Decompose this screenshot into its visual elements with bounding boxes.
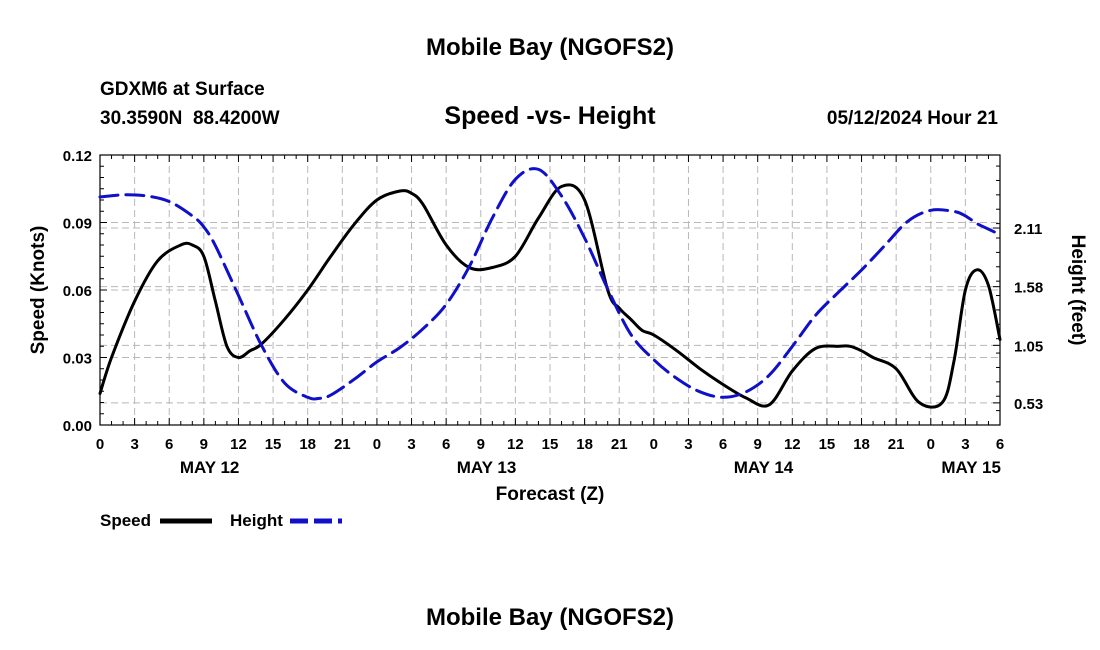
station-label: GDXM6 at Surface: [100, 79, 265, 100]
y-left-tick-label: 0.00: [63, 418, 92, 435]
date-label: MAY 13: [457, 458, 517, 477]
x-tick-label: 6: [719, 436, 727, 453]
x-tick-label: 0: [650, 436, 658, 453]
x-tick-label: 9: [754, 436, 762, 453]
x-tick-label: 9: [477, 436, 485, 453]
legend: Speed Height: [100, 511, 342, 530]
x-tick-label: 21: [888, 436, 905, 453]
y-right-tick-label: 1.58: [1014, 280, 1043, 297]
x-tick-label: 3: [130, 436, 138, 453]
y-axis-right-label: Height (feet): [1067, 235, 1088, 346]
page-title-top: Mobile Bay (NGOFS2): [426, 34, 674, 61]
date-label: MAY 15: [941, 458, 1001, 477]
y-axis-left-label: Speed (Knots): [28, 226, 49, 355]
x-tick-label: 0: [373, 436, 381, 453]
axes: 0 3 6 9 12 15 18 21 0 3 6 9 12 15 18 21 0 3 6 9 12 15 18 21 0 3 6 0…: [63, 148, 1043, 477]
legend-height-label: Height: [230, 511, 283, 530]
x-tick-label: 18: [853, 436, 870, 453]
y-left-tick-label: 0.03: [63, 351, 92, 368]
x-tick-label: 21: [334, 436, 351, 453]
x-tick-label: 9: [200, 436, 208, 453]
x-tick-label: 6: [996, 436, 1004, 453]
x-tick-label: 3: [684, 436, 692, 453]
x-tick-label: 18: [299, 436, 316, 453]
y-left-tick-label: 0.06: [63, 283, 92, 300]
x-tick-label: 12: [230, 436, 247, 453]
plot-frame: [99, 154, 1001, 426]
series-line-height: [98, 167, 1002, 401]
x-tick-label: 3: [961, 436, 969, 453]
y-right-tick-label: 1.05: [1014, 338, 1043, 355]
x-tick-label: 12: [507, 436, 524, 453]
x-tick-label: 18: [576, 436, 593, 453]
legend-speed-label: Speed: [100, 511, 151, 530]
timestamp-label: 05/12/2024 Hour 21: [827, 108, 999, 129]
page-title-bottom: Mobile Bay (NGOFS2): [426, 604, 674, 631]
y-right-tick-label: 2.11: [1014, 221, 1042, 238]
date-label: MAY 14: [734, 458, 794, 477]
x-tick-label: 12: [784, 436, 801, 453]
y-right-tick-label: 0.53: [1014, 396, 1043, 413]
location-label: 30.3590N 88.4200W: [100, 108, 280, 129]
date-label: MAY 12: [180, 458, 240, 477]
x-tick-label: 21: [611, 436, 628, 453]
series-line-speed: [98, 183, 1002, 409]
x-tick-label: 15: [819, 436, 836, 453]
y-left-tick-label: 0.09: [63, 216, 92, 233]
chart-title: Speed -vs- Height: [444, 102, 656, 130]
x-tick-label: 6: [165, 436, 173, 453]
x-tick-label: 3: [407, 436, 415, 453]
y-left-tick-label: 0.12: [63, 148, 92, 165]
x-tick-label: 15: [265, 436, 282, 453]
x-axis-label: Forecast (Z): [496, 484, 605, 505]
x-tick-label: 15: [542, 436, 559, 453]
series-lines: [98, 167, 1002, 409]
x-tick-label: 0: [927, 436, 935, 453]
x-tick-label: 0: [96, 436, 104, 453]
x-tick-label: 6: [442, 436, 450, 453]
